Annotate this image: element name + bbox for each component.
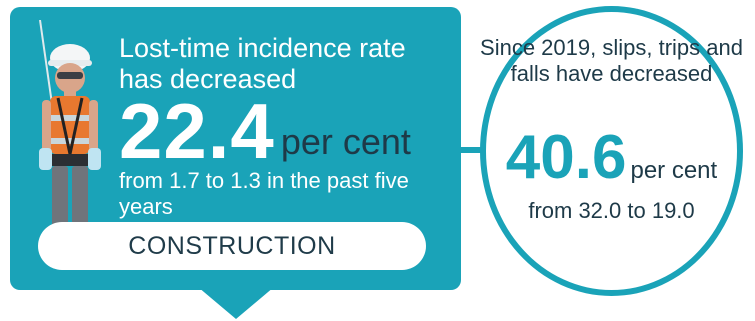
incidence-rate-detail: from 1.7 to 1.3 in the past five years: [119, 168, 409, 219]
falls-value: 40.6: [505, 123, 627, 192]
falls-stat-circle: [480, 6, 743, 296]
incidence-rate-stat: 22.4 per cent: [119, 92, 411, 170]
falls-detail: from 32.0 to 19.0: [528, 198, 695, 223]
incidence-rate-value: 22.4: [119, 87, 275, 175]
falls-stat: 40.6 per cent: [480, 127, 743, 189]
panel-pointer: [198, 287, 274, 319]
falls-unit: per cent: [630, 157, 718, 184]
construction-worker-icon: [39, 20, 101, 246]
connector-line: [455, 147, 491, 153]
incidence-rate-headline: Lost-time incidence rate has decreased: [119, 33, 406, 94]
falls-headline: Since 2019, slips, trips and falls have …: [480, 35, 743, 86]
sector-label: CONSTRUCTION: [128, 231, 336, 260]
incidence-rate-unit: per cent: [280, 121, 411, 162]
sector-label-pill: CONSTRUCTION: [38, 222, 426, 270]
